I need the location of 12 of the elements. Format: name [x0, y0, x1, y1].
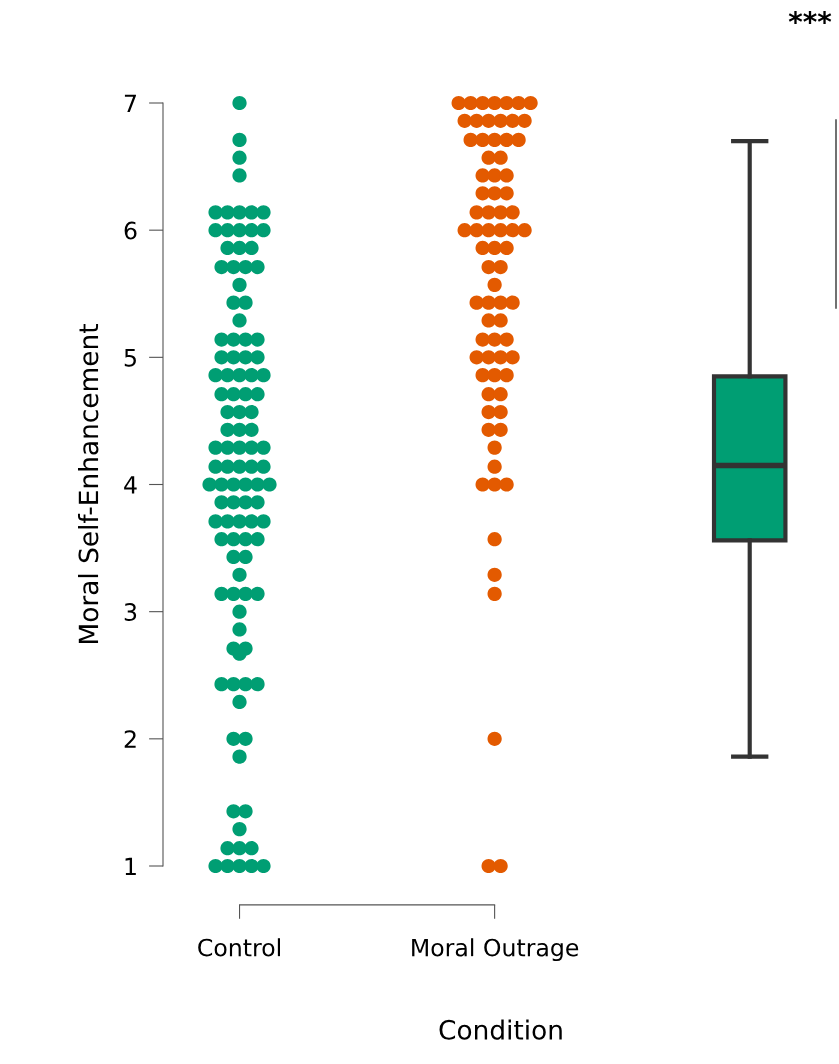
y-axis-title: Moral Self-Enhancement [77, 324, 99, 643]
x-axis-title: Condition [439, 1019, 562, 1040]
x-tick-label: Control [198, 938, 280, 957]
y-tick-label: 7 [124, 94, 136, 112]
text: *** [788, 11, 832, 24]
y-tick-label: 6 [124, 221, 137, 240]
x-tick-label: Moral Outrage [412, 938, 579, 962]
y-tick-label: 5 [124, 349, 136, 367]
y-tick-label: 3 [124, 603, 137, 621]
y-tick-label: 2 [124, 730, 136, 748]
y-tick-label: 1 [125, 857, 136, 875]
y-tick-label: 4 [124, 476, 137, 494]
